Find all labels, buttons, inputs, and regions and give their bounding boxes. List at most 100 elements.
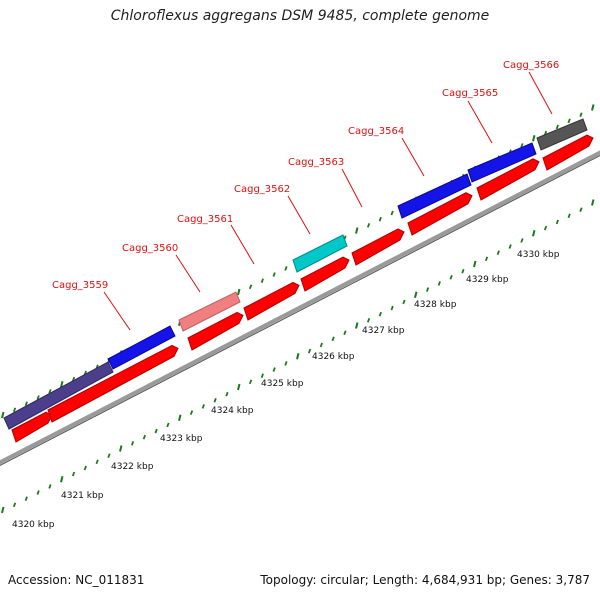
tick-mark [555,124,559,130]
tick-mark [60,381,64,388]
scale-label: 4324 kbp [211,406,254,416]
backbone-line [0,150,600,465]
scale-label: 4320 kbp [12,520,55,530]
gene-label-pointer [175,254,201,293]
gene-label: Cagg_3563 [288,157,344,168]
tick-mark [284,361,288,366]
gene-feature-cagg-3560 [178,291,241,332]
accession-text: Accession: NC_011831 [8,573,145,587]
tick-mark [390,210,394,216]
tick-mark [142,434,146,440]
tick-mark [154,428,158,434]
tick-mark [496,250,500,256]
tick-mark [355,227,359,234]
tick-mark [48,389,52,394]
tick-mark [484,256,489,262]
scale-labels: 4320 kbp 4321 kbp 4322 kbp 4323 kbp 4324 kbp… [12,250,560,530]
cds-arrow [47,344,179,423]
scale-label: 4330 kbp [517,250,560,260]
cds-arrow [11,411,53,443]
tick-mark [543,225,548,231]
map-title: Chloroflexus aggregans DSM 9485, complet… [110,8,490,24]
tick-mark [532,135,536,142]
tick-mark [24,496,28,502]
tick-mark [60,476,64,483]
tick-mark [579,112,583,117]
tick-mark [414,291,418,298]
tick-mark [24,401,28,407]
cds-arrow [300,256,350,292]
tick-mark [201,404,205,409]
tick-mark [237,288,241,296]
tick-mark [12,502,17,508]
scale-label: 4327 kbp [362,326,405,336]
tick-mark [1,411,5,419]
gene-label: Cagg_3559 [52,280,108,291]
tick-mark [366,223,371,228]
cds-arrow [243,281,300,321]
gene-label: Cagg_3565 [442,88,498,99]
cds-arrow [351,228,405,266]
tick-mark [366,318,371,323]
gene-feature-cagg-3566 [536,118,588,151]
gene-label: Cagg_3564 [348,126,404,137]
scale-label: 4326 kbp [312,352,355,362]
tick-mark [36,490,40,495]
scale-label: 4325 kbp [261,379,304,389]
tick-mark [319,342,323,348]
tick-mark [95,459,99,465]
gene-labels: Cagg_3559 Cagg_3560 Cagg_3561 Cagg_3562 Cagg… [52,60,559,331]
gene-label-pointer [401,137,425,177]
tick-mark [449,274,453,280]
scale-label: 4323 kbp [160,434,203,444]
tick-mark [307,348,312,354]
gene-label-pointer [528,71,553,115]
tick-mark [437,281,441,286]
gene-label: Cagg_3562 [234,184,290,195]
topology-text: Topology: circular; Length: 4,684,931 bp… [260,573,590,587]
tick-mark [331,336,335,342]
tick-mark [12,407,17,413]
cds-features [11,134,594,443]
scale-label: 4321 kbp [61,491,104,501]
tick-mark [189,410,194,415]
cds-arrow [476,158,540,201]
tick-mark [225,391,229,397]
gene-feature-cagg-3559 [107,325,176,370]
tick-mark [272,272,276,277]
gene-label-pointer [287,195,311,235]
tick-mark [71,471,76,477]
tick-mark [284,266,288,271]
tick-mark [178,414,182,421]
gene-label-pointer [341,168,363,208]
cds-arrow [187,311,244,351]
gene-feature-navy [3,361,114,430]
tick-mark [520,238,524,243]
tick-mark [237,383,241,391]
tick-mark [532,230,536,237]
tick-mark [296,353,300,360]
gene-feature-cagg-3564 [397,173,472,219]
inner-tick-row [1,199,595,514]
tick-mark [461,268,465,274]
tick-mark [248,379,253,385]
tick-mark [567,213,571,219]
tick-mark [48,484,52,489]
tick-mark [555,219,559,225]
gene-label: Cagg_3561 [177,214,233,225]
tick-mark [343,330,347,335]
tick-mark [272,367,276,372]
gene-feature-cagg-3562 [292,234,348,273]
tick-mark [591,104,595,111]
tick-mark [425,287,430,292]
cds-arrow [542,134,594,171]
tick-mark [119,445,123,452]
tick-mark [508,244,512,249]
gene-label-pointer [230,224,255,265]
tick-mark [402,299,406,305]
tick-mark [520,143,524,148]
tick-mark [390,305,394,311]
tick-mark [107,453,111,458]
tick-mark [83,465,87,471]
